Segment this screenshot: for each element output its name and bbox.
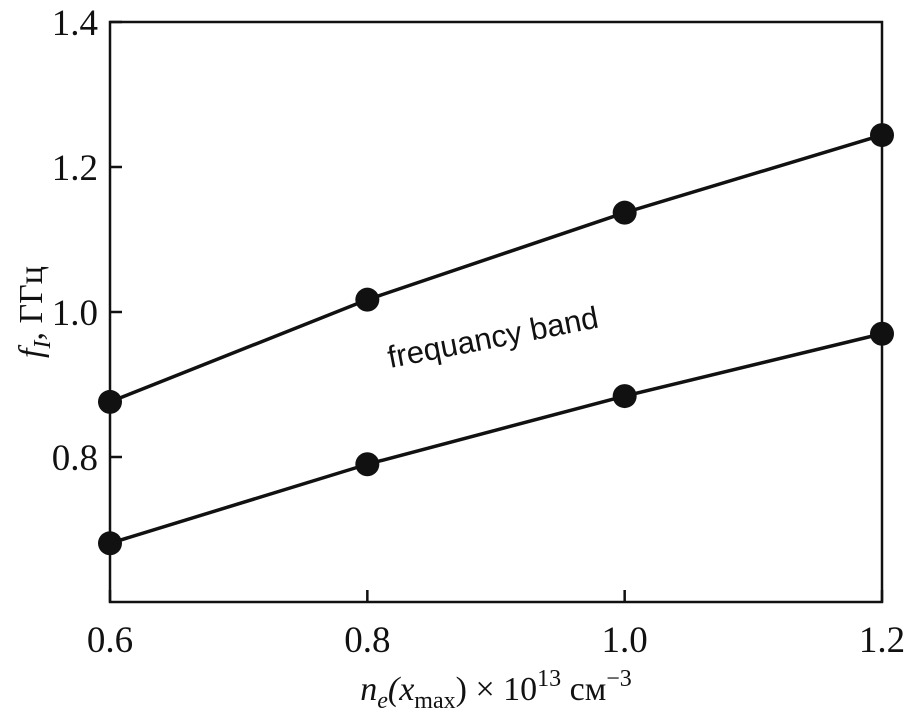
data-point-upper <box>355 287 380 312</box>
y-tick-label: 1.4 <box>52 3 98 44</box>
plot-area-frame <box>108 20 884 604</box>
data-point-lower <box>98 531 122 556</box>
y-tick-label: 1.2 <box>52 148 98 189</box>
data-point-upper <box>612 200 637 225</box>
x-tick-label: 0.6 <box>87 620 133 661</box>
x-tick-label: 0.8 <box>344 620 390 661</box>
series-line-upper <box>109 133 883 404</box>
series-line-lower <box>109 332 883 545</box>
x-axis-label: ne(xmax) × 1013 см−3 <box>360 666 632 712</box>
data-point-lower <box>355 452 380 477</box>
data-point-upper <box>98 389 122 414</box>
annotation-frequency-band: frequancy band <box>385 300 601 375</box>
y-axis-label: fI, ГГц <box>13 266 56 358</box>
y-tick-label: 0.8 <box>52 438 98 479</box>
x-tick-label: 1.0 <box>602 620 648 661</box>
data-point-upper <box>870 123 894 148</box>
data-point-lower <box>870 321 894 346</box>
y-tick-label: 1.0 <box>52 293 98 334</box>
x-tick-label: 1.2 <box>859 620 905 661</box>
data-point-lower <box>612 384 637 409</box>
